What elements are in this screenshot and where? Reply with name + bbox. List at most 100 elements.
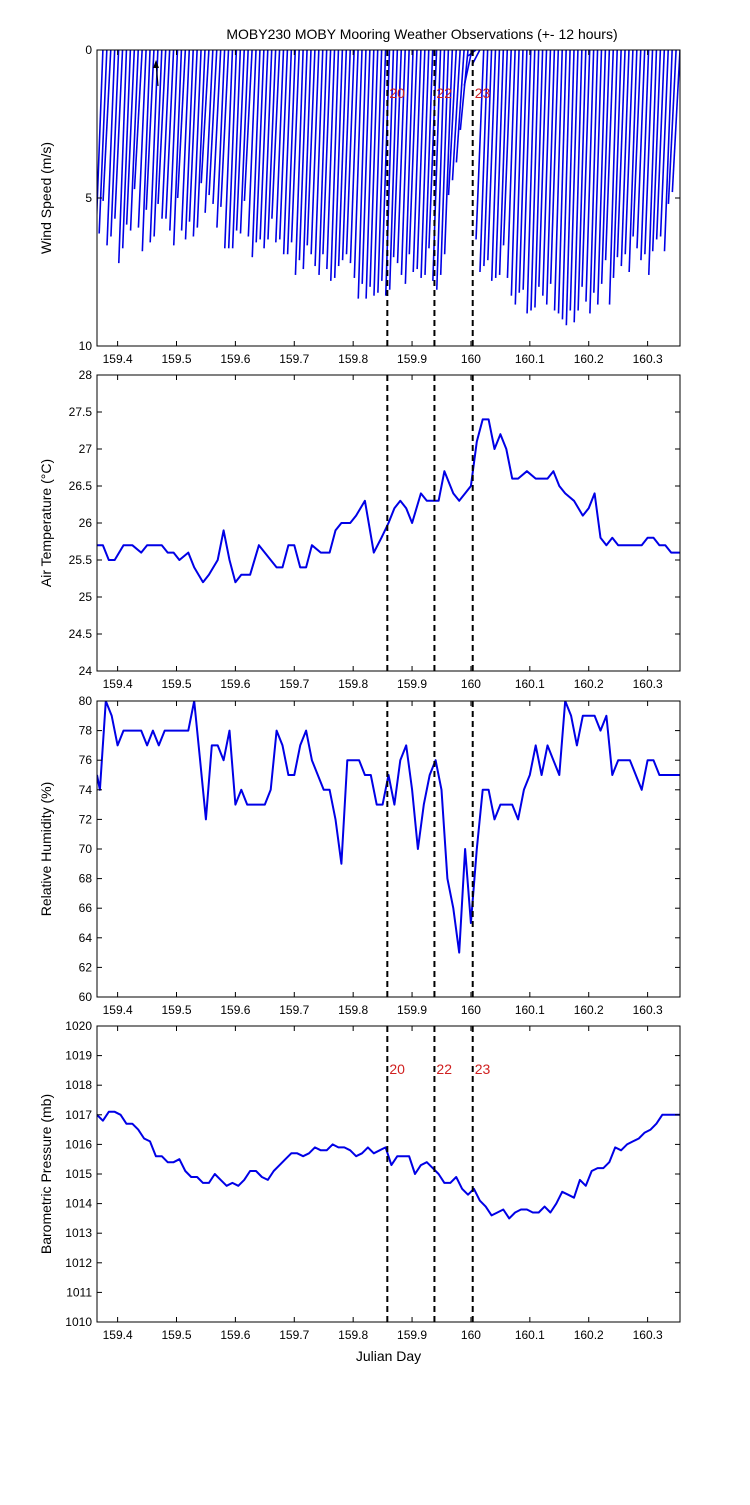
wind-stick bbox=[227, 50, 238, 249]
x-tick-label: 160 bbox=[461, 1003, 481, 1017]
wind-stick bbox=[169, 50, 179, 231]
x-tick-label: 160.2 bbox=[574, 1328, 604, 1342]
x-tick-label: 159.8 bbox=[338, 352, 368, 366]
panel-air-temperature: 159.4 159.5 159.6 159.7 159.8 159.9 160 160.1 16… bbox=[38, 368, 681, 691]
relative-humidity-series bbox=[97, 701, 680, 954]
event-marker-label: 20 bbox=[389, 1061, 405, 1077]
wind-stick bbox=[129, 50, 140, 231]
wind-stick bbox=[271, 50, 281, 219]
wind-stick bbox=[396, 50, 406, 264]
wind-stick bbox=[180, 50, 191, 231]
y-axis-title: Wind Speed (m/s) bbox=[38, 142, 54, 254]
wind-stick bbox=[357, 50, 367, 299]
wind-stick bbox=[424, 50, 434, 275]
y-tick-label: 1017 bbox=[65, 1108, 92, 1122]
wind-stick bbox=[216, 50, 226, 228]
wind-stick bbox=[322, 50, 332, 255]
wind-stick bbox=[553, 50, 564, 311]
wind-stick bbox=[538, 50, 548, 287]
wind-stick bbox=[157, 50, 167, 204]
wind-stick bbox=[102, 50, 112, 202]
wind-stick bbox=[647, 50, 658, 275]
wind-stick bbox=[439, 50, 450, 275]
wind-stick bbox=[589, 50, 599, 314]
wind-stick bbox=[569, 50, 579, 311]
y-tick-label: 70 bbox=[79, 842, 93, 856]
air-temperature-line bbox=[97, 418, 680, 584]
wind-stick bbox=[400, 50, 410, 275]
wind-stick bbox=[506, 50, 516, 278]
x-tick-label: 160.3 bbox=[633, 1328, 663, 1342]
y-tick-label: 68 bbox=[79, 872, 93, 886]
wind-stick bbox=[479, 50, 489, 273]
wind-stick bbox=[263, 50, 273, 249]
wind-stick bbox=[475, 50, 485, 240]
y-tick-label: 66 bbox=[79, 901, 93, 915]
x-tick-label: 159.7 bbox=[279, 352, 309, 366]
wind-stick bbox=[604, 50, 615, 261]
wind-stick bbox=[200, 50, 210, 184]
y-tick-label: 80 bbox=[79, 694, 93, 708]
wind-stick bbox=[447, 50, 458, 196]
y-tick-label: 1013 bbox=[65, 1226, 92, 1240]
wind-stick bbox=[451, 50, 461, 181]
x-tick-label: 159.8 bbox=[338, 1003, 368, 1017]
x-tick-label: 159.4 bbox=[103, 1003, 133, 1017]
x-tick-label: 159.4 bbox=[103, 677, 133, 691]
y-tick-label: 27.5 bbox=[69, 405, 93, 419]
wind-stick bbox=[153, 50, 163, 237]
wind-stick bbox=[494, 50, 505, 278]
axes-box bbox=[96, 700, 681, 998]
y-axis-title: Barometric Pressure (mb) bbox=[38, 1094, 54, 1254]
wind-stick bbox=[337, 50, 348, 267]
wind-stick bbox=[549, 50, 560, 284]
wind-stick bbox=[624, 50, 634, 255]
wind-stick bbox=[612, 50, 622, 278]
wind-stick bbox=[188, 50, 198, 222]
wind-stick bbox=[251, 50, 261, 258]
wind-stick bbox=[208, 50, 218, 196]
y-tick-label: 1014 bbox=[65, 1197, 92, 1211]
wind-stick bbox=[585, 50, 595, 302]
event-marker-label: 22 bbox=[436, 85, 452, 101]
wind-stick bbox=[114, 50, 124, 219]
x-tick-label: 159.5 bbox=[161, 1328, 191, 1342]
y-tick-label: 24.5 bbox=[69, 627, 93, 641]
wind-stick bbox=[640, 50, 650, 261]
x-tick-label: 160 bbox=[461, 352, 481, 366]
y-tick-label: 1015 bbox=[65, 1167, 92, 1181]
wind-stick bbox=[318, 50, 328, 275]
wind-stick bbox=[302, 50, 312, 270]
air-temperature-series bbox=[97, 418, 680, 584]
wind-stick bbox=[172, 50, 183, 246]
wind-stick bbox=[121, 50, 132, 249]
y-tick-label: 1011 bbox=[66, 1285, 92, 1299]
wind-stick bbox=[463, 50, 473, 86]
wind-stick bbox=[349, 50, 359, 264]
wind-stick bbox=[498, 50, 509, 275]
y-tick-label: 10 bbox=[79, 339, 93, 353]
wind-stick bbox=[239, 50, 249, 234]
wind-stick bbox=[620, 50, 630, 267]
y-tick-label: 25.5 bbox=[69, 553, 93, 567]
panel-wind: 20 22 23 159.4 159.5 159.6 159.7 159.8 159.9 160 1… bbox=[38, 43, 681, 366]
wind-stick bbox=[667, 50, 677, 204]
wind-stick bbox=[267, 50, 277, 240]
wind-stick bbox=[361, 50, 371, 284]
wind-stick bbox=[310, 50, 320, 255]
y-tick-label: 26 bbox=[79, 516, 93, 530]
wind-stick bbox=[487, 50, 497, 261]
relative-humidity-line bbox=[97, 701, 680, 954]
y-tick-label: 0 bbox=[85, 43, 92, 57]
wind-stick bbox=[518, 50, 528, 293]
wind-stick bbox=[522, 50, 532, 290]
wind-stick bbox=[404, 50, 414, 284]
x-tick-label: 160.1 bbox=[515, 1328, 545, 1342]
wind-stick bbox=[412, 50, 422, 273]
wind-stick bbox=[133, 50, 143, 190]
wind-stick bbox=[373, 50, 383, 296]
wind-stick bbox=[632, 50, 642, 237]
wind-stick bbox=[278, 50, 289, 240]
